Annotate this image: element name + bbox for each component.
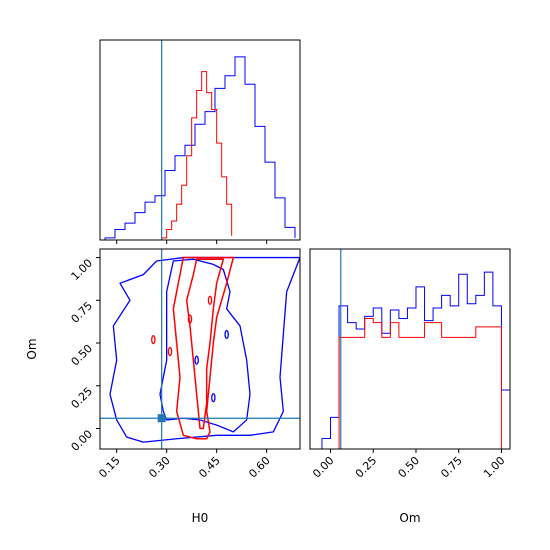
- panel-h0-histogram: [99, 39, 301, 244]
- contour-island-1: [167, 346, 173, 357]
- contour-island-6: [224, 329, 229, 340]
- contour-island-0: [151, 334, 156, 345]
- y-axis-label-om: Om: [25, 338, 39, 359]
- contour-island-2: [187, 314, 193, 324]
- panel-om-histogram-frame: [309, 248, 511, 450]
- x-axis-label-h0: H0: [192, 511, 209, 525]
- contour-island-4: [194, 355, 199, 365]
- h0-histogram-series-red: [161, 71, 233, 240]
- om-histogram-series-red: [321, 317, 510, 449]
- panel-om-vs-h0-frame: [99, 248, 301, 450]
- contour-island-5: [211, 393, 216, 403]
- contour-red-1: [185, 258, 225, 430]
- contour-island-3: [207, 295, 213, 305]
- joint-truth-marker: [157, 414, 166, 423]
- x-axis-label-om: Om: [399, 511, 420, 525]
- h0-histogram-series-blue: [104, 56, 296, 240]
- contour-blue-1: [159, 258, 251, 433]
- panel-h0-histogram-frame: [99, 39, 301, 241]
- om-histogram-series-blue: [321, 271, 510, 449]
